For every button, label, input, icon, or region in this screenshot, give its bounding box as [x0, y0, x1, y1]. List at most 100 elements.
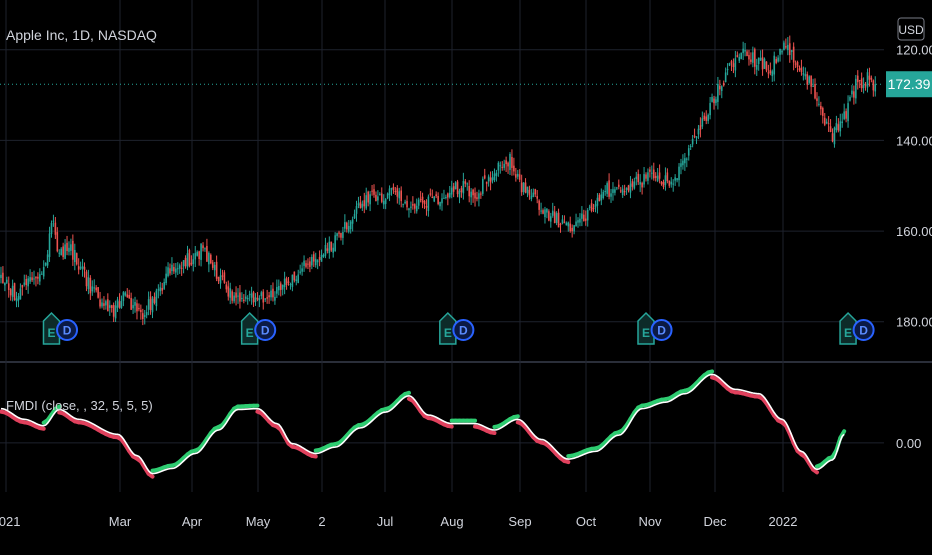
candle-body[interactable]	[251, 293, 253, 297]
candle-body[interactable]	[103, 303, 105, 306]
candle-body[interactable]	[523, 183, 525, 192]
indicator-title[interactable]: FMDI (close, , 32, 5, 5, 5)	[6, 398, 153, 413]
candle-body[interactable]	[670, 182, 672, 185]
candle-body[interactable]	[150, 297, 152, 311]
candle-body[interactable]	[587, 210, 589, 220]
candle-body[interactable]	[799, 68, 801, 70]
candle-body[interactable]	[398, 191, 400, 198]
candle-body[interactable]	[740, 53, 742, 59]
candle-body[interactable]	[593, 208, 595, 209]
candle-body[interactable]	[297, 275, 299, 283]
candle-body[interactable]	[115, 305, 117, 318]
candle-body[interactable]	[410, 207, 412, 208]
candle-body[interactable]	[507, 163, 509, 167]
candle-body[interactable]	[422, 197, 424, 203]
candle-body[interactable]	[369, 194, 371, 204]
candle-body[interactable]	[97, 287, 99, 298]
candle-body[interactable]	[167, 267, 169, 276]
candle-body[interactable]	[634, 182, 636, 189]
candle-body[interactable]	[418, 200, 420, 206]
candle-body[interactable]	[492, 177, 494, 180]
candle-body[interactable]	[659, 172, 661, 178]
candle-body[interactable]	[698, 129, 700, 135]
candle-body[interactable]	[465, 181, 467, 183]
candle-body[interactable]	[231, 291, 233, 300]
candle-body[interactable]	[55, 223, 57, 235]
candle-body[interactable]	[239, 293, 241, 302]
candle-body[interactable]	[744, 50, 746, 51]
candle-body[interactable]	[404, 202, 406, 203]
dividend-marker-label[interactable]: D	[459, 324, 468, 338]
candle-body[interactable]	[867, 72, 869, 87]
candle-body[interactable]	[554, 212, 556, 223]
indicator-band-segment[interactable]	[564, 461, 568, 462]
candle-body[interactable]	[702, 118, 704, 126]
candle-body[interactable]	[383, 201, 385, 205]
candle-body[interactable]	[362, 204, 364, 208]
candle-body[interactable]	[610, 193, 612, 196]
candle-body[interactable]	[470, 192, 472, 198]
candle-body[interactable]	[433, 197, 435, 202]
candle-body[interactable]	[768, 73, 770, 74]
candle-body[interactable]	[123, 292, 125, 301]
candle-body[interactable]	[387, 193, 389, 198]
earnings-marker-label[interactable]: E	[444, 326, 452, 340]
candle-body[interactable]	[45, 263, 47, 266]
candle-body[interactable]	[420, 199, 422, 200]
dividend-marker[interactable]: D	[57, 320, 77, 340]
candle-body[interactable]	[855, 79, 857, 99]
candle-body[interactable]	[511, 157, 513, 168]
dividend-marker-label[interactable]: D	[859, 324, 868, 338]
candle-body[interactable]	[191, 263, 193, 265]
candle-body[interactable]	[261, 292, 263, 296]
candle-body[interactable]	[548, 211, 550, 220]
candle-body[interactable]	[142, 313, 144, 319]
candle-body[interactable]	[810, 76, 812, 87]
candle-body[interactable]	[90, 278, 92, 293]
candle-body[interactable]	[165, 274, 167, 283]
candle-body[interactable]	[245, 297, 247, 299]
candle-body[interactable]	[721, 86, 723, 91]
candle-body[interactable]	[474, 193, 476, 199]
candle-body[interactable]	[764, 59, 766, 69]
candle-body[interactable]	[317, 260, 319, 262]
candle-body[interactable]	[111, 305, 113, 308]
candle-body[interactable]	[126, 294, 128, 297]
candle-body[interactable]	[597, 198, 599, 206]
candle-body[interactable]	[183, 260, 185, 266]
candle-body[interactable]	[760, 58, 762, 61]
candle-body[interactable]	[688, 148, 690, 155]
candle-body[interactable]	[499, 165, 501, 166]
candle-body[interactable]	[752, 52, 754, 62]
candle-body[interactable]	[707, 115, 709, 121]
candle-body[interactable]	[463, 181, 465, 193]
candle-body[interactable]	[264, 299, 266, 300]
indicator-pane[interactable]	[1, 371, 844, 476]
candle-body[interactable]	[538, 201, 540, 210]
candle-body[interactable]	[294, 272, 296, 281]
candle-body[interactable]	[163, 282, 165, 289]
candle-body[interactable]	[608, 180, 610, 196]
candle-body[interactable]	[766, 62, 768, 71]
candle-body[interactable]	[445, 197, 447, 198]
candle-body[interactable]	[771, 71, 773, 76]
candle-body[interactable]	[601, 194, 603, 200]
candle-body[interactable]	[332, 248, 334, 253]
candle-body[interactable]	[669, 181, 671, 186]
symbol-title[interactable]: Apple Inc, 1D, NASDAQ	[6, 27, 157, 43]
candle-body[interactable]	[206, 246, 208, 262]
candle-body[interactable]	[758, 58, 760, 65]
candle-body[interactable]	[91, 286, 93, 291]
candle-body[interactable]	[869, 76, 871, 80]
candle-body[interactable]	[412, 204, 414, 206]
candle-body[interactable]	[552, 211, 554, 216]
candle-body[interactable]	[255, 297, 257, 302]
candle-body[interactable]	[334, 235, 336, 251]
candle-body[interactable]	[315, 259, 317, 265]
candle-body[interactable]	[99, 300, 101, 307]
candle-body[interactable]	[356, 206, 358, 214]
candle-body[interactable]	[628, 185, 630, 190]
candle-body[interactable]	[389, 188, 391, 195]
candle-body[interactable]	[750, 60, 752, 62]
